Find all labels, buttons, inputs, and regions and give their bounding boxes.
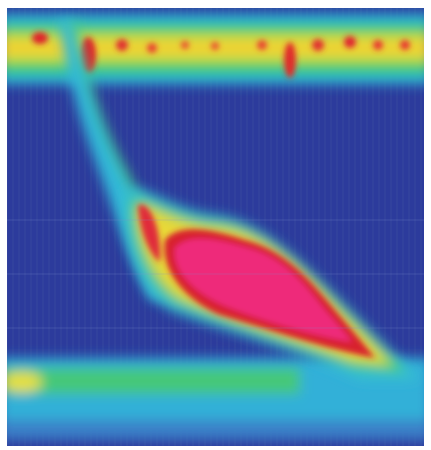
contraction-core [138,204,375,358]
scan-lines [7,219,424,329]
plot-area [7,8,424,446]
contraction-streak [60,20,185,300]
bottom-band [7,358,424,440]
